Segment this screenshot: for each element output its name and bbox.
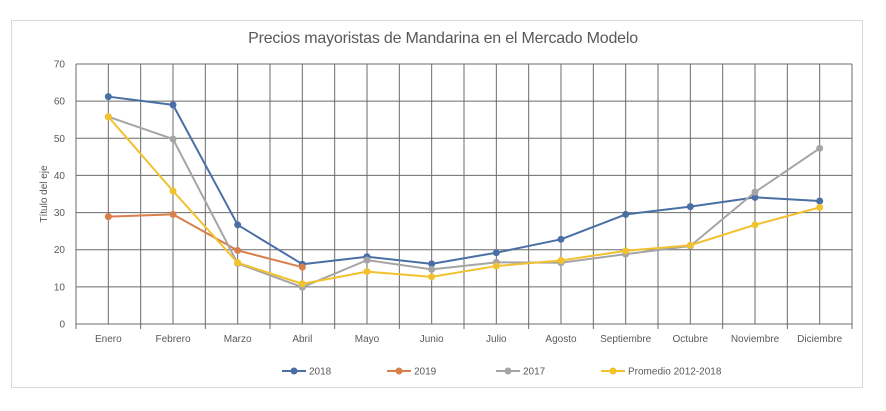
- data-point: [622, 210, 630, 218]
- y-tick-label: 50: [54, 134, 66, 145]
- data-point: [557, 256, 565, 264]
- x-tick-label: Junio: [420, 334, 444, 345]
- x-tick-label: Abril: [292, 334, 312, 345]
- series-2019: [104, 210, 306, 271]
- x-tick-label: Diciembre: [797, 334, 842, 345]
- data-point: [104, 213, 112, 221]
- x-tick-label: Mayo: [355, 334, 380, 345]
- data-point: [298, 263, 306, 271]
- x-tick-label: Octubre: [673, 334, 709, 345]
- legend-label: 2017: [523, 367, 546, 378]
- chart-title: Precios mayoristas de Mandarina en el Me…: [248, 30, 638, 47]
- x-axis: Enero Febrero Marzo Abril Mayo Junio Julio Agos…: [95, 334, 843, 345]
- data-point: [428, 260, 436, 268]
- y-tick-label: 40: [54, 171, 66, 182]
- series-line: [108, 95, 820, 266]
- y-tick-label: 20: [54, 245, 66, 256]
- x-tick-label: Septiembre: [600, 334, 652, 345]
- series-promedio-2012-2018: [104, 113, 824, 288]
- x-tick-label: Febrero: [155, 334, 190, 345]
- legend-label: 2019: [414, 367, 437, 378]
- data-point: [428, 273, 436, 281]
- legend-marker: [395, 367, 403, 375]
- legend-marker: [504, 367, 512, 375]
- data-point: [816, 197, 824, 205]
- legend: 2018 2019 2017 Promedio 2012-2018: [282, 367, 722, 378]
- data-point: [363, 268, 371, 276]
- series-line: [108, 213, 303, 269]
- data-point: [557, 235, 565, 243]
- chart-frame: [11, 20, 863, 388]
- x-tick-label: Marzo: [224, 334, 252, 345]
- data-point: [363, 256, 371, 264]
- y-tick-label: 60: [54, 97, 66, 108]
- data-point: [169, 101, 177, 109]
- data-point: [169, 135, 177, 143]
- data-point: [816, 144, 824, 152]
- x-tick-label: Julio: [486, 334, 507, 345]
- data-point: [234, 221, 242, 229]
- data-point: [686, 241, 694, 249]
- grid: [75, 63, 853, 329]
- x-tick-label: Agosto: [545, 334, 577, 345]
- series-line: [107, 116, 820, 285]
- data-point: [104, 113, 112, 121]
- y-axis: 0 10 20 30 40 50 60 70: [54, 60, 66, 331]
- legend-item: 2018: [282, 367, 332, 378]
- data-point: [492, 262, 500, 270]
- data-point: [816, 203, 824, 211]
- data-point: [686, 203, 694, 211]
- y-axis-title: Título del eje: [39, 165, 50, 223]
- y-tick-label: 10: [54, 282, 66, 293]
- x-tick-label: Enero: [95, 334, 122, 345]
- y-tick-label: 70: [54, 60, 66, 71]
- legend-label: 2018: [309, 367, 332, 378]
- data-point: [169, 210, 177, 218]
- data-point: [298, 280, 306, 288]
- legend-item: 2019: [387, 367, 437, 378]
- legend-item: Promedio 2012-2018: [601, 367, 722, 378]
- legend-item: 2017: [496, 367, 546, 378]
- y-tick-label: 0: [59, 320, 65, 331]
- data-point: [751, 221, 759, 229]
- data-point: [104, 93, 112, 101]
- data-point: [751, 188, 759, 196]
- data-point: [492, 249, 500, 257]
- data-point: [169, 187, 177, 195]
- series-line: [108, 115, 821, 289]
- x-tick-label: Noviembre: [731, 334, 780, 345]
- legend-marker: [609, 367, 617, 375]
- data-point: [234, 246, 242, 254]
- legend-marker: [290, 367, 298, 375]
- data-point: [428, 265, 436, 273]
- data-point: [751, 193, 759, 201]
- series-group: [104, 93, 824, 291]
- data-point: [234, 259, 242, 267]
- legend-label: Promedio 2012-2018: [628, 367, 722, 378]
- y-tick-label: 30: [54, 208, 66, 219]
- data-point: [622, 247, 630, 255]
